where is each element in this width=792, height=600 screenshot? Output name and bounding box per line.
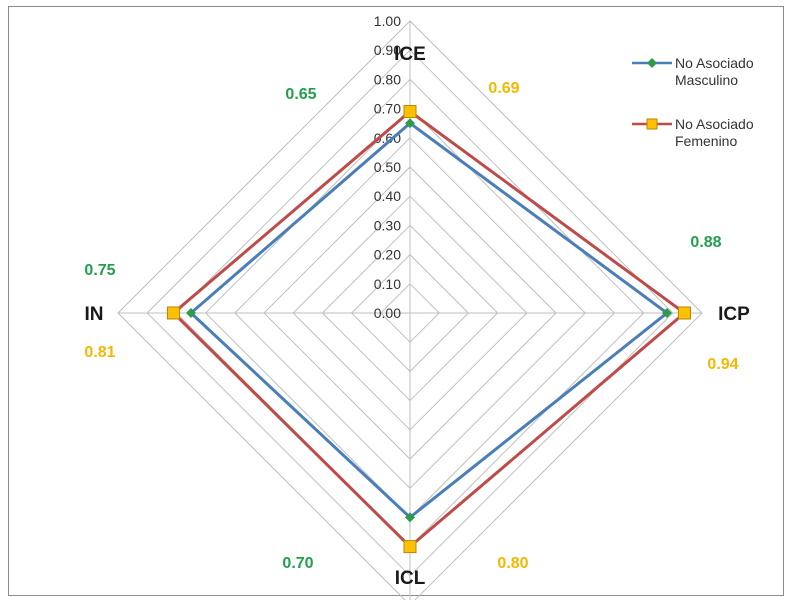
tick-label: 0.20 xyxy=(374,247,401,263)
axis-label-in: IN xyxy=(85,304,104,325)
legend-label-masculino-line2: Masculino xyxy=(675,72,738,88)
legend-entry-masculino: No Asociado Masculino xyxy=(632,55,754,88)
value-label-icl-masculino: 0.70 xyxy=(282,555,313,572)
series-line-femenino xyxy=(171,109,687,549)
tick-label: 0.80 xyxy=(374,71,401,87)
legend-marker-femenino xyxy=(646,118,658,130)
axis-label-icl: ICL xyxy=(395,568,426,589)
legend: No Asociado Masculino No Asociado Femeni… xyxy=(632,55,754,149)
value-label-ice-masculino: 0.65 xyxy=(285,86,316,103)
tick-label: 0.10 xyxy=(374,276,401,292)
data-point-masculino-ice xyxy=(405,118,415,129)
legend-label-femenino-line1: No Asociado xyxy=(675,116,754,132)
value-label-in-masculino: 0.75 xyxy=(84,262,115,279)
legend-label-masculino-line1: No Asociado xyxy=(675,55,754,71)
data-point-masculino-icl xyxy=(405,512,415,523)
legend-entry-femenino: No Asociado Femenino xyxy=(632,116,754,149)
series-line-masculino xyxy=(188,121,670,520)
series-masculino xyxy=(186,118,672,523)
data-point-femenino-ice xyxy=(403,105,417,119)
data-point-masculino-in xyxy=(186,308,196,318)
tick-label: 0.90 xyxy=(374,42,401,58)
legend-marker-masculino xyxy=(647,58,657,68)
chart-frame xyxy=(8,6,784,596)
grid-ring xyxy=(117,20,703,600)
value-label-icp-femenino: 0.94 xyxy=(707,356,738,373)
value-label-ice-femenino: 0.69 xyxy=(488,80,519,97)
data-point-femenino-in xyxy=(166,306,180,320)
data-point-masculino-icp xyxy=(661,308,672,318)
radar-spokes xyxy=(118,21,702,600)
data-point-femenino-icp xyxy=(677,306,691,320)
tick-label: 0.50 xyxy=(374,159,401,175)
radial-tick-labels: 0.00 0.10 0.20 0.30 0.40 0.50 0.60 0.70 0.80 0.90… xyxy=(374,13,401,321)
axis-label-ice: ICE xyxy=(394,44,426,65)
axis-label-icp: ICP xyxy=(718,304,750,325)
tick-label: 0.30 xyxy=(374,217,401,233)
tick-label: 1.00 xyxy=(374,13,401,29)
legend-label-femenino-line2: Femenino xyxy=(675,133,737,149)
tick-label: 0.00 xyxy=(374,305,401,321)
series-femenino xyxy=(166,105,691,554)
tick-label: 0.70 xyxy=(374,101,401,117)
tick-label: 0.60 xyxy=(374,130,401,146)
data-point-femenino-icl xyxy=(403,540,417,554)
value-label-icl-femenino: 0.80 xyxy=(497,555,528,572)
radar-series xyxy=(166,105,691,554)
tick-label: 0.40 xyxy=(374,188,401,204)
value-label-in-femenino: 0.81 xyxy=(84,344,115,361)
value-label-icp-masculino: 0.88 xyxy=(690,234,721,251)
